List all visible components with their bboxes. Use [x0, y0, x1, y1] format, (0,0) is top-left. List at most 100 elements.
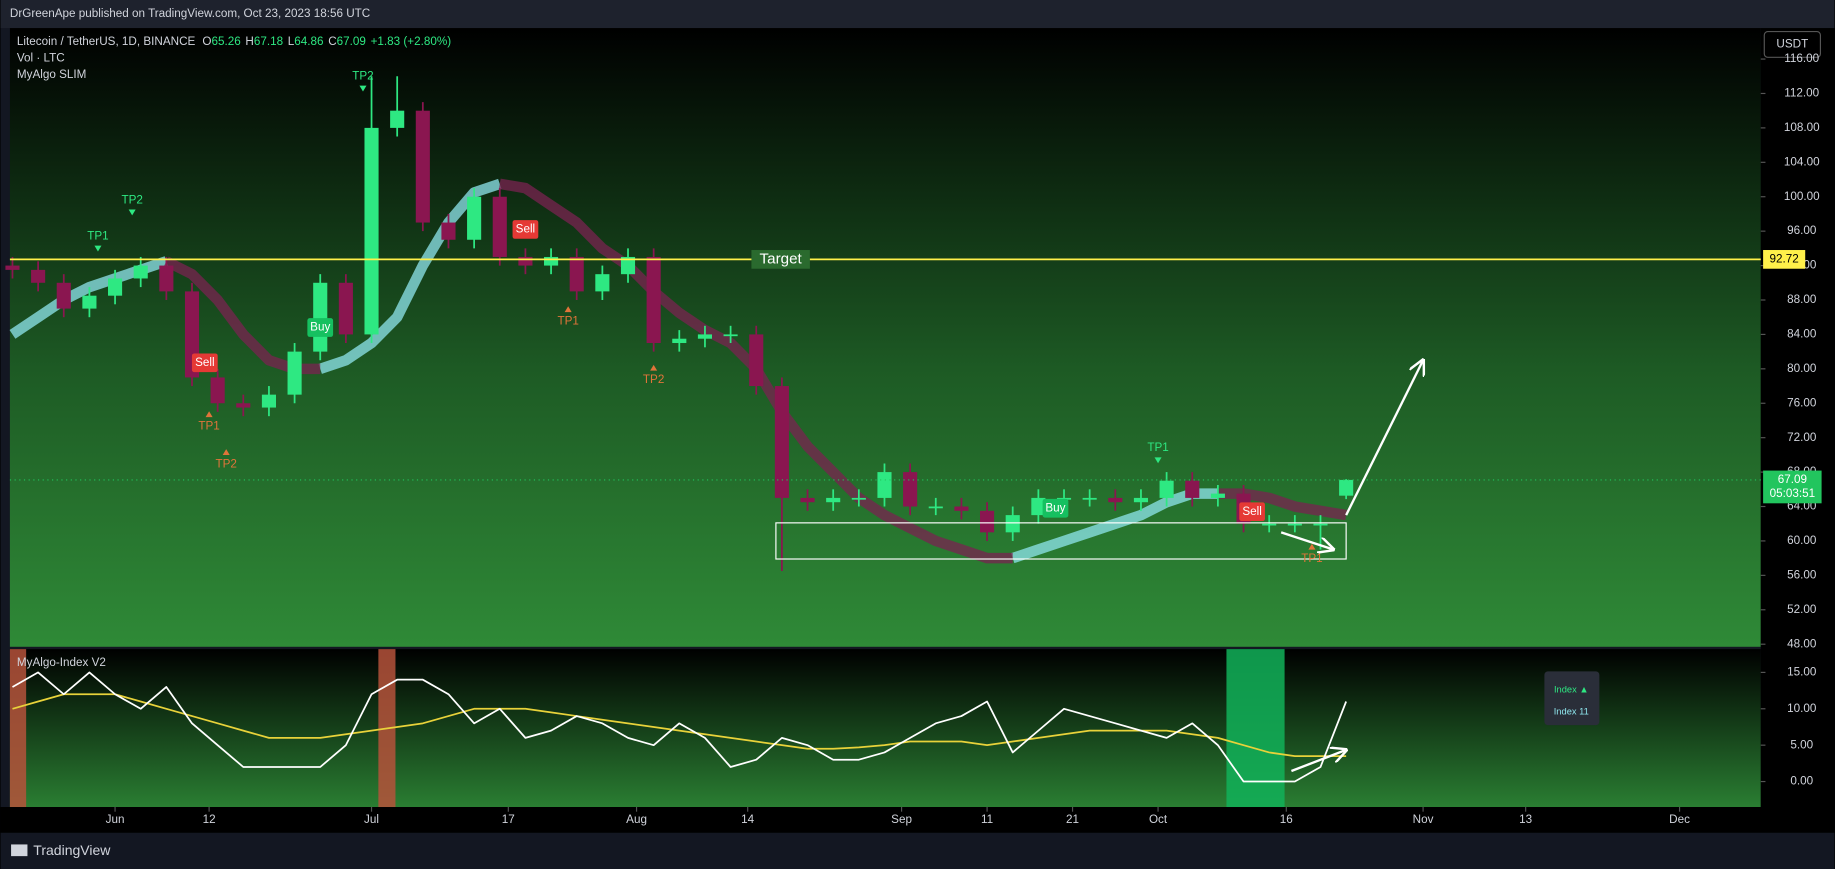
signal-marker [650, 364, 658, 371]
candle-body [595, 274, 610, 292]
signal-marker [1154, 457, 1162, 464]
change: +1.83 (+2.80%) [371, 35, 452, 48]
time-axis [0, 807, 1835, 833]
indicator-pane [9, 649, 1761, 808]
ohlc-key: L [288, 35, 295, 48]
candle-body [569, 256, 584, 292]
y-tick-label: 104.00 [1784, 155, 1820, 168]
y-tick-label: 0.00 [1790, 775, 1813, 788]
candle-body [954, 506, 969, 511]
candle-body [1262, 523, 1277, 526]
y-tick-label: 72.00 [1787, 431, 1817, 444]
candle-body [672, 338, 687, 344]
ohlc-key: C [328, 35, 336, 48]
signal-label: TP2 [121, 193, 142, 206]
target-label-bg [751, 250, 810, 269]
candle-body [364, 127, 379, 335]
candle-body [1133, 497, 1149, 503]
candle-body [390, 110, 405, 128]
candle-body [544, 256, 559, 266]
candle-body [133, 265, 148, 279]
candle-body [903, 472, 918, 507]
header-title: DrGreenApe published on TradingView.com,… [10, 7, 370, 20]
y-tick-label: 5.00 [1790, 738, 1813, 751]
x-tick-label: 11 [981, 813, 993, 826]
candle-body [467, 196, 482, 240]
x-tick-label: Jul [364, 813, 379, 826]
candle-body [877, 472, 892, 498]
candle-body [1313, 523, 1328, 526]
signal-badge [1239, 502, 1265, 522]
candle-body [1031, 497, 1046, 516]
price-pane [9, 28, 1761, 647]
study-label: Vol · LTC [17, 52, 65, 65]
last-price-bg [1763, 470, 1822, 504]
symbol: Litecoin / TetherUS, 1D, BINANCE [17, 35, 196, 48]
target-label: Target [760, 250, 803, 267]
legend-entry: Index ▲ [1554, 685, 1589, 695]
candle-body [313, 282, 328, 352]
indicator-title: MyAlgo-Index V2 [17, 656, 106, 669]
candle-body [415, 110, 430, 223]
signal-label: Buy [1045, 501, 1065, 514]
ohlc-value: 67.09 [337, 35, 366, 48]
target-price-bg [1763, 250, 1806, 269]
candle-body [441, 222, 456, 240]
currency-button[interactable] [1763, 30, 1822, 58]
candle-body [159, 265, 174, 292]
signal-marker [359, 85, 367, 92]
x-tick-label: Nov [1413, 813, 1434, 826]
signal-label: TP2 [352, 69, 373, 82]
top-bar [0, 0, 1835, 29]
ohlc-value: 64.86 [294, 35, 323, 48]
ohlc-key: H [245, 35, 253, 48]
candle-body [5, 265, 20, 270]
highlight [1226, 649, 1285, 808]
y-tick-label: 56.00 [1787, 568, 1817, 581]
target-price: 92.72 [1770, 252, 1799, 265]
signal-badge [307, 318, 334, 337]
legend-entry: Index 11 [1554, 707, 1589, 717]
candle-body [518, 256, 533, 266]
legend: Litecoin / TetherUS, 1D, BINANCE O65.26 H6… [17, 35, 451, 48]
y-tick-label: 15.00 [1787, 665, 1817, 678]
highlight [9, 649, 27, 808]
x-tick-label: Sep [891, 813, 912, 826]
candle-body [236, 403, 251, 408]
candle-body [338, 282, 353, 335]
currency[interactable]: USDT [1776, 38, 1808, 51]
candle-body [1287, 523, 1302, 526]
signal-marker [564, 306, 572, 313]
candle-body [56, 282, 71, 309]
index-line [12, 693, 1347, 757]
last-price: 67.09 [1778, 473, 1807, 486]
signal-label: TP1 [1301, 552, 1322, 565]
ohlc-value: 65.26 [211, 35, 240, 48]
signal-label: Sell [1242, 505, 1262, 518]
countdown: 05:03:51 [1770, 487, 1815, 500]
arrow [1291, 750, 1346, 773]
candle-body [31, 269, 46, 283]
y-tick-label: 112.00 [1784, 87, 1819, 100]
candle-body [1339, 479, 1354, 496]
brand-logo [11, 844, 28, 857]
x-tick-label: 14 [741, 813, 755, 826]
x-tick-label: 13 [1519, 813, 1532, 826]
y-tick-label: 80.00 [1787, 362, 1817, 375]
study-label: MyAlgo SLIM [17, 68, 87, 81]
y-tick-label: 100.00 [1784, 190, 1820, 203]
x-tick-label: 17 [502, 813, 515, 826]
y-tick-label: 10.00 [1787, 702, 1817, 715]
x-tick-label: Oct [1149, 813, 1168, 826]
y-tick-label: 52.00 [1787, 603, 1817, 616]
signal-badge [191, 353, 218, 373]
y-tick-label: 48.00 [1787, 637, 1817, 650]
price-axis [1760, 28, 1835, 808]
arrow [1280, 531, 1333, 549]
candle-body [1082, 497, 1097, 500]
candle-body [1005, 515, 1020, 533]
signal-label: TP2 [215, 457, 236, 470]
x-tick-label: Aug [626, 813, 647, 826]
